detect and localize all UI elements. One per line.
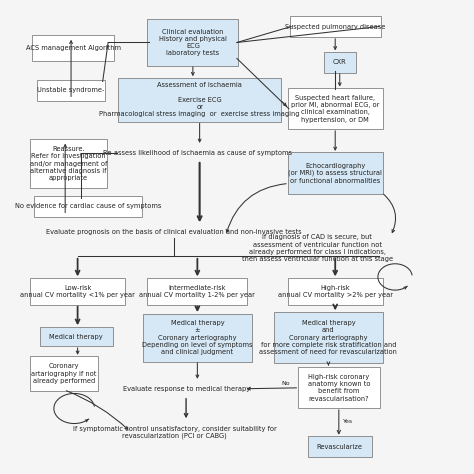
Text: If symptomatic control unsatisfactory, consider suitability for
revascularizatio: If symptomatic control unsatisfactory, c… [73,426,277,439]
FancyBboxPatch shape [298,367,380,409]
Text: No: No [282,381,290,386]
Text: Coronary
artariography if not
already performed: Coronary artariography if not already pe… [31,364,97,384]
Text: Medical therapy: Medical therapy [49,334,103,339]
Text: High-risk coronary
anatomy known to
benefit from
revascularisation?: High-risk coronary anatomy known to bene… [308,374,370,401]
FancyBboxPatch shape [288,278,383,305]
Text: Echocardiography
(or MRI) to assess structural
or functional abnormalities: Echocardiography (or MRI) to assess stru… [288,163,382,183]
FancyBboxPatch shape [288,153,383,194]
FancyBboxPatch shape [290,16,381,37]
FancyBboxPatch shape [118,78,281,122]
FancyBboxPatch shape [143,314,252,362]
Text: Unstable syndrome-: Unstable syndrome- [37,87,104,93]
Text: Evaluate prognosis on the basis of clinical evaluation and non-invasive tests: Evaluate prognosis on the basis of clini… [46,229,301,235]
FancyBboxPatch shape [40,327,113,346]
Text: Intermediate-risk
annual CV mortality 1-2% per year: Intermediate-risk annual CV mortality 1-… [139,285,255,298]
FancyBboxPatch shape [274,312,383,364]
FancyBboxPatch shape [36,80,105,101]
Text: Assessment of ischaemia

Exercise ECG
or
Pharmacological stress imaging  or  exe: Assessment of ischaemia Exercise ECG or … [100,82,300,117]
Text: High-risk
annual CV mortality >2% per year: High-risk annual CV mortality >2% per ye… [278,285,392,298]
Text: Re-assess likelihood of ischaemia as cause of symptoms: Re-assess likelihood of ischaemia as cau… [103,150,292,156]
Text: Suspected pulmonary disease: Suspected pulmonary disease [285,24,385,29]
Text: If diagnosis of CAD is secure, but
assessment of ventricular function not
alread: If diagnosis of CAD is secure, but asses… [242,235,392,262]
FancyBboxPatch shape [34,196,143,217]
FancyBboxPatch shape [30,356,98,391]
Text: Low-risk
annual CV mortality <1% per year: Low-risk annual CV mortality <1% per yea… [20,285,135,298]
FancyBboxPatch shape [30,139,107,188]
FancyBboxPatch shape [30,278,125,305]
Text: Evaluate response to medical therapy: Evaluate response to medical therapy [122,386,250,392]
Text: Suspected heart failure,
prior MI, abnormal ECG, or
clinical examination,
hypert: Suspected heart failure, prior MI, abnor… [291,95,379,123]
FancyBboxPatch shape [32,36,114,61]
FancyBboxPatch shape [324,52,356,73]
Text: Reassure.
Refer for investigation
and/or management of
alternative diagnosis if
: Reassure. Refer for investigation and/or… [30,146,107,181]
FancyBboxPatch shape [147,278,247,305]
Text: Clinical evaluation
History and physical
ECG
laboratory tests: Clinical evaluation History and physical… [159,28,227,56]
Text: Revascularize: Revascularize [317,444,363,449]
Text: CXR: CXR [333,59,346,65]
FancyBboxPatch shape [147,19,238,65]
Text: Medical therapy
and
Coronary arteriography
for more complete risk stratification: Medical therapy and Coronary arteriograp… [259,320,397,355]
Text: No evidence for cardiac cause of symptoms: No evidence for cardiac cause of symptom… [15,203,161,210]
FancyBboxPatch shape [308,436,372,457]
Text: Yes: Yes [343,419,354,424]
Text: Medical therapy
±
Coronary arteriography
Depending on level of symptoms
and clin: Medical therapy ± Coronary arteriography… [142,320,253,355]
FancyBboxPatch shape [288,88,383,129]
Text: ACS management Algorithm: ACS management Algorithm [26,45,120,51]
